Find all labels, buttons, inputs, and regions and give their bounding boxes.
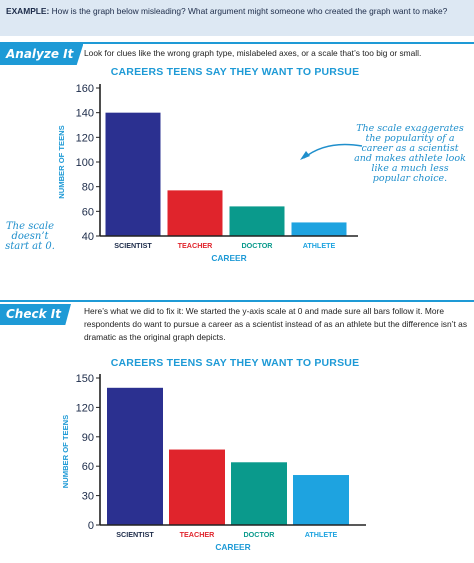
chart1-bar-athlete: [291, 222, 347, 236]
check-line-1: Here’s what we did to fix it: We started…: [84, 306, 423, 316]
example-question: How is the graph below misleading? What …: [51, 6, 448, 16]
scale-annotation: The scale exaggerates the popularity of …: [354, 123, 466, 184]
chart1-title: CAREERS TEENS SAY THEY WANT TO PURSUE: [110, 66, 360, 78]
chart1-y-tick-label: 100: [76, 157, 94, 169]
chart1-y-axis-label: NUMBER OF TEENS: [57, 125, 66, 198]
zero-annotation: The scale doesn’t start at 0.: [5, 221, 55, 252]
chart2-svg: SCIENTIST TEACHER DOCTOR ATHLETE 0 30 60 90 120 1…: [61, 373, 366, 552]
chart2-category-label: ATHLETE: [305, 530, 338, 539]
chart2-category-label: SCIENTIST: [116, 530, 154, 539]
chart1-category-label: TEACHER: [178, 241, 214, 250]
check-badge: Check It: [0, 304, 71, 325]
chart2-category-label: DOCTOR: [243, 530, 275, 539]
check-line-2: More respondents do want to pursue a car…: [84, 306, 468, 342]
analyze-divider: [0, 42, 474, 44]
chart1-y-tick-label: 80: [82, 182, 94, 194]
chart2-bar-athlete: [293, 475, 349, 525]
analyze-badge: Analyze It: [0, 44, 84, 65]
chart1-y-tick-label: 40: [82, 231, 94, 243]
chart2-bar-teacher: [169, 449, 225, 525]
chart1-y-tick-label: 160: [76, 83, 94, 95]
analyze-instructions: Look for clues like the wrong graph type…: [84, 48, 422, 58]
example-label: EXAMPLE:: [6, 6, 50, 16]
chart2-y-tick-label: 60: [82, 461, 94, 473]
chart1-y-tick-label: 120: [76, 132, 94, 144]
chart1-svg: SCIENTIST TEACHER DOCTOR ATHLETE 40 60 80 100 12…: [57, 83, 358, 263]
chart2-title: CAREERS TEENS SAY THEY WANT TO PURSUE: [110, 357, 360, 369]
chart2-y-tick-label: 90: [82, 432, 94, 444]
chart2-y-tick-label: 0: [88, 520, 94, 532]
chart2-y-tick-label: 150: [76, 373, 94, 385]
check-divider: [0, 300, 474, 302]
chart1-bar-teacher: [167, 190, 223, 236]
chart1-y-tick-label: 60: [82, 206, 94, 218]
chart1-bar-doctor: [229, 206, 285, 236]
chart2-bar-doctor: [231, 462, 287, 525]
chart2-category-label: TEACHER: [180, 530, 216, 539]
chart2-x-axis-label: CAREER: [215, 542, 250, 552]
chart1-category-label: ATHLETE: [303, 241, 336, 250]
chart1-category-label: SCIENTIST: [114, 241, 152, 250]
example-box: EXAMPLE: How is the graph below misleadi…: [0, 0, 474, 36]
chart2-y-tick-label: 30: [82, 491, 94, 503]
chart1-x-axis-label: CAREER: [211, 253, 246, 263]
chart1-y-tick-label: 140: [76, 108, 94, 120]
chart1-bar-scientist: [105, 112, 161, 236]
annotation-arrow-icon: [300, 143, 363, 160]
chart2-y-axis-label: NUMBER OF TEENS: [61, 415, 70, 488]
chart1-category-label: DOCTOR: [241, 241, 273, 250]
check-text: Here’s what we did to fix it: We started…: [84, 305, 469, 344]
chart2-bar-scientist: [107, 387, 163, 525]
chart2-y-tick-label: 120: [76, 402, 94, 414]
